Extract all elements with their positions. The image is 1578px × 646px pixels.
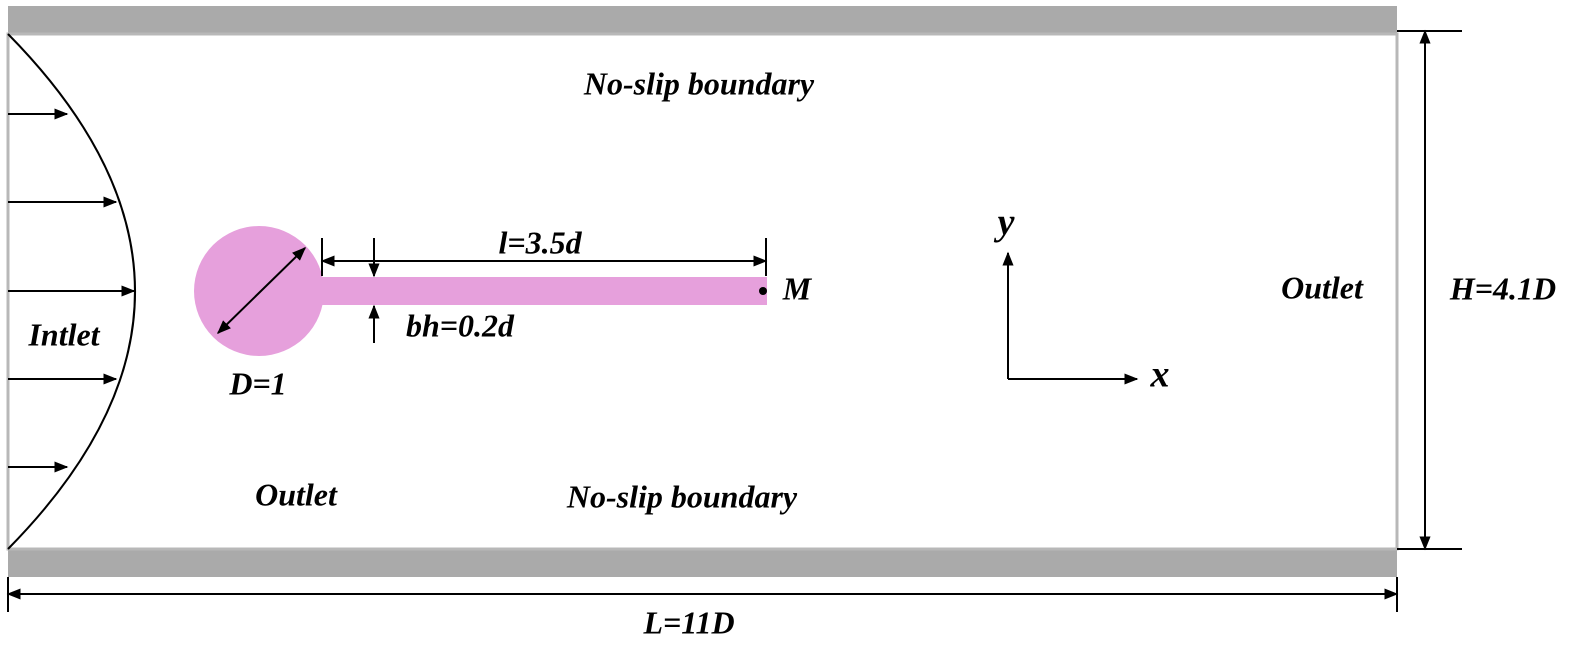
label: H=4.1D [1449, 270, 1556, 306]
label: Intlet [27, 316, 100, 352]
label: y [994, 202, 1015, 244]
label: l=3.5d [498, 224, 582, 260]
label: No-slip boundary [583, 65, 815, 101]
label: x [1150, 354, 1170, 396]
label: No-slip boundary [566, 478, 798, 514]
label: D=1 [228, 365, 286, 401]
inlet-arrows [8, 108, 136, 473]
label: Outlet [255, 476, 338, 512]
label: Outlet [1281, 269, 1364, 305]
label: M [782, 270, 813, 306]
diameter-arrow [216, 247, 307, 334]
label: L=11D [642, 604, 734, 640]
monitor-dot [759, 287, 767, 295]
bottom-wall [8, 549, 1397, 577]
top-wall [8, 6, 1397, 34]
beam [318, 277, 767, 305]
label: bh=0.2d [406, 307, 515, 343]
cylinder [194, 226, 324, 356]
